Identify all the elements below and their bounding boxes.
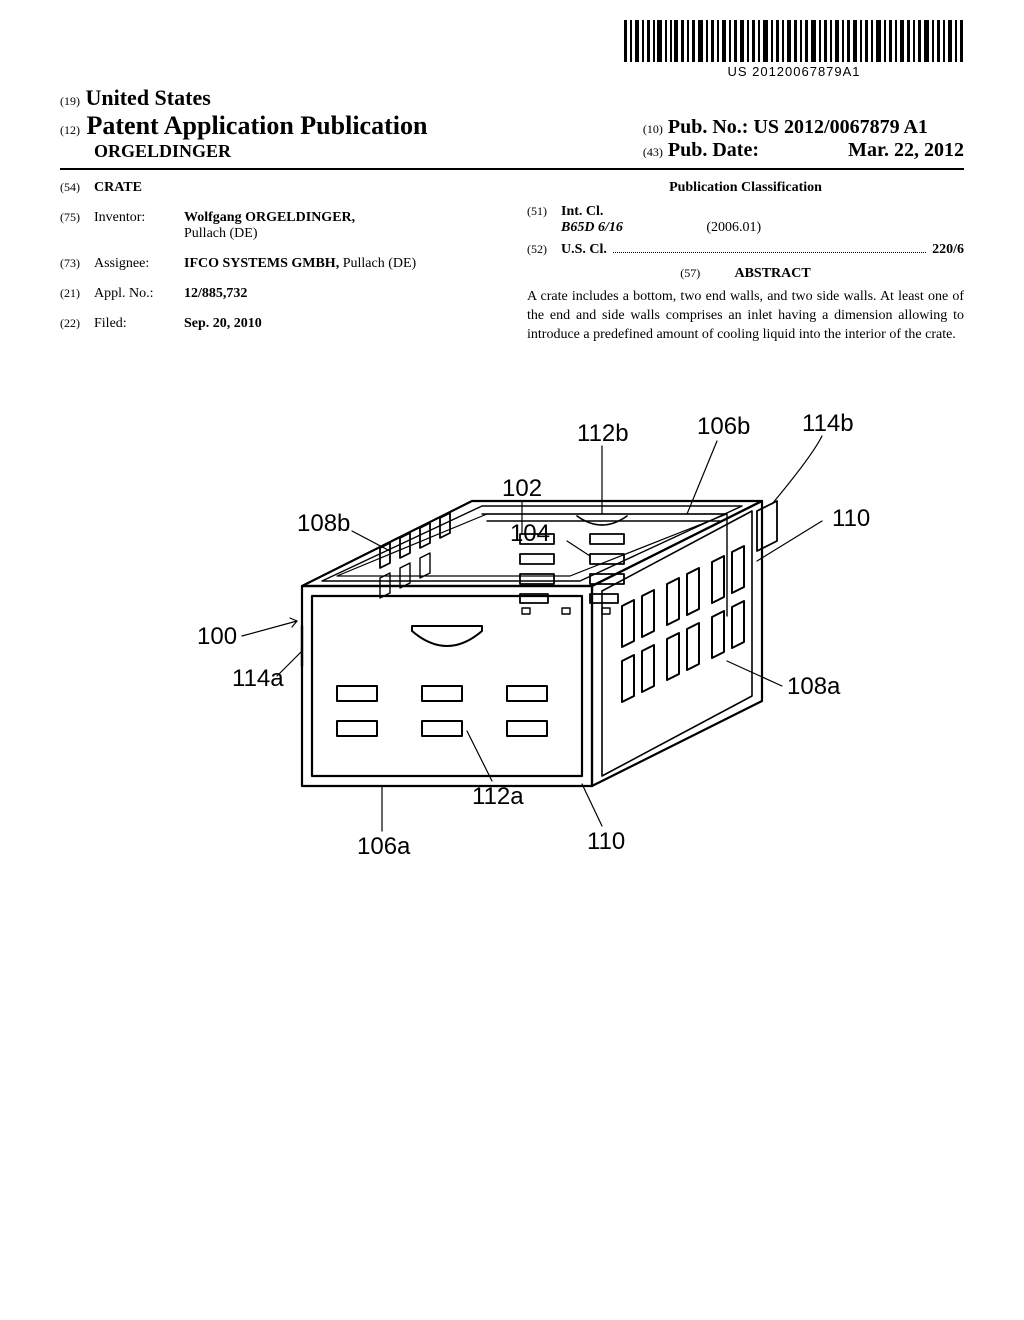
abstract-label: ABSTRACT <box>734 266 810 281</box>
barcode-area: US 20120067879A1 <box>60 20 964 81</box>
invention-title: CRATE <box>94 180 497 196</box>
inventor-row: (75) Inventor: Wolfgang ORGELDINGER, Pul… <box>60 210 497 242</box>
ref-104: 104 <box>510 520 550 547</box>
applno-row: (21) Appl. No.: 12/885,732 <box>60 286 497 302</box>
inventor-label: Inventor: <box>94 210 184 242</box>
assignee-label: Assignee: <box>94 256 184 272</box>
country-line: (19) United States <box>60 85 623 111</box>
assignee-code: (73) <box>60 256 94 272</box>
abstract-text: A crate includes a bottom, two end walls… <box>527 288 964 345</box>
filed-row: (22) Filed: Sep. 20, 2010 <box>60 316 497 332</box>
abstract-header: (57) ABSTRACT <box>527 266 964 282</box>
inventor-location: Pullach (DE) <box>184 226 497 242</box>
assignee-value: IFCO SYSTEMS GMBH, Pullach (DE) <box>184 256 497 272</box>
pub-type: Patent Application Publication <box>87 111 428 140</box>
crate-figure: 112b 106b 114b 110 102 104 108b 100 114a… <box>122 386 902 866</box>
applno-code: (21) <box>60 286 94 302</box>
title-row: (54) CRATE <box>60 180 497 196</box>
inventor-name: Wolfgang ORGELDINGER <box>184 210 352 225</box>
applno-value: 12/885,732 <box>184 286 497 302</box>
filed-code: (22) <box>60 316 94 332</box>
ref-114b: 114b <box>802 410 854 437</box>
abstract-code: (57) <box>680 266 700 280</box>
assignee-location: Pullach (DE) <box>343 256 416 271</box>
ref-110-bottom: 110 <box>587 828 625 855</box>
uscl-label: U.S. Cl. <box>561 242 607 258</box>
uscl-line: (52) U.S. Cl. 220/6 <box>527 242 964 258</box>
pub-date-value: Mar. 22, 2012 <box>764 139 964 162</box>
intcl-class: B65D 6/16 <box>561 220 623 235</box>
ref-102: 102 <box>502 475 542 502</box>
ref-108b: 108b <box>297 510 350 537</box>
intcl-block: (51) Int. Cl. B65D 6/16 (2006.01) <box>527 204 964 236</box>
uscl-value: 220/6 <box>932 242 964 258</box>
ref-112b: 112b <box>577 420 629 447</box>
assignee-row: (73) Assignee: IFCO SYSTEMS GMBH, Pullac… <box>60 256 497 272</box>
biblio-left-column: (54) CRATE (75) Inventor: Wolfgang ORGEL… <box>60 180 497 346</box>
applno-label: Appl. No.: <box>94 286 184 302</box>
country-code: (19) <box>60 94 80 108</box>
barcode-text: US 20120067879A1 <box>624 64 964 79</box>
header-row: (19) United States (12) Patent Applicati… <box>60 85 964 170</box>
pub-date-label: Pub. Date: <box>668 139 759 161</box>
country-name: United States <box>86 85 211 110</box>
ref-114a: 114a <box>232 665 284 692</box>
pub-no-value: US 2012/0067879 A1 <box>753 116 927 138</box>
intcl-label: Int. Cl. <box>561 204 603 220</box>
uscl-leader-dots <box>613 251 926 253</box>
bibliographic-section: (54) CRATE (75) Inventor: Wolfgang ORGEL… <box>60 180 964 346</box>
header-right: (10) Pub. No.: US 2012/0067879 A1 (43) P… <box>623 116 964 162</box>
pub-no-line: (10) Pub. No.: US 2012/0067879 A1 <box>643 116 964 139</box>
ref-106b: 106b <box>697 413 750 440</box>
uscl-code: (52) <box>527 242 561 257</box>
ref-108a: 108a <box>787 673 841 700</box>
ref-112a: 112a <box>472 783 524 810</box>
intcl-detail: B65D 6/16 (2006.01) <box>561 220 964 236</box>
pub-date-code: (43) <box>643 145 663 159</box>
ref-100: 100 <box>197 623 237 650</box>
figure-area: 112b 106b 114b 110 102 104 108b 100 114a… <box>60 386 964 871</box>
classification-header: Publication Classification <box>527 180 964 196</box>
inventor-value: Wolfgang ORGELDINGER, Pullach (DE) <box>184 210 497 242</box>
barcode-svg <box>624 20 964 62</box>
pub-no-label: Pub. No.: <box>668 116 749 138</box>
pub-no-code: (10) <box>643 122 663 136</box>
author-surname: ORGELDINGER <box>94 141 623 162</box>
biblio-right-column: Publication Classification (51) Int. Cl.… <box>527 180 964 346</box>
intcl-year: (2006.01) <box>706 220 761 235</box>
title-code: (54) <box>60 180 94 196</box>
filed-label: Filed: <box>94 316 184 332</box>
barcode: US 20120067879A1 <box>624 20 964 79</box>
pub-type-code: (12) <box>60 123 80 137</box>
intcl-line: (51) Int. Cl. <box>527 204 964 220</box>
patent-page: US 20120067879A1 (19) United States (12)… <box>0 0 1024 911</box>
header-left: (19) United States (12) Patent Applicati… <box>60 85 623 162</box>
ref-110-right: 110 <box>832 505 870 532</box>
filed-value: Sep. 20, 2010 <box>184 316 497 332</box>
pub-date-line: (43) Pub. Date: Mar. 22, 2012 <box>643 139 964 162</box>
pub-type-line: (12) Patent Application Publication <box>60 111 623 141</box>
assignee-name: IFCO SYSTEMS GMBH <box>184 256 336 271</box>
ref-106a: 106a <box>357 833 411 860</box>
inventor-code: (75) <box>60 210 94 242</box>
intcl-code: (51) <box>527 204 561 220</box>
